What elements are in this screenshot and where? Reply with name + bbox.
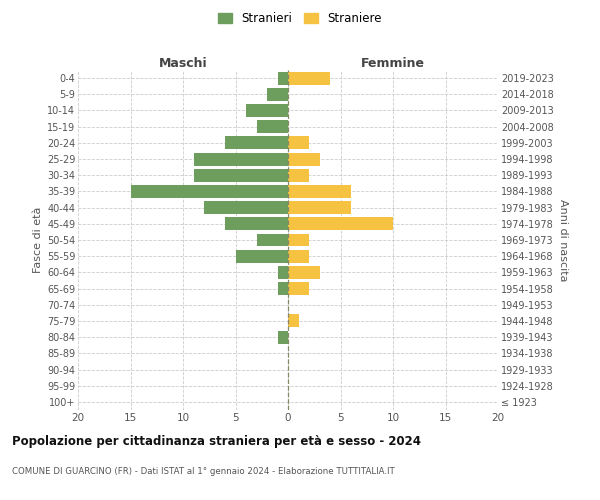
- Bar: [267, 88, 288, 101]
- Bar: [288, 234, 309, 246]
- Bar: [257, 120, 288, 133]
- Legend: Stranieri, Straniere: Stranieri, Straniere: [214, 8, 386, 28]
- Bar: [288, 152, 320, 166]
- Bar: [277, 266, 288, 279]
- Bar: [193, 152, 288, 166]
- Bar: [288, 201, 351, 214]
- Bar: [246, 104, 288, 117]
- Bar: [288, 185, 351, 198]
- Bar: [130, 185, 288, 198]
- Y-axis label: Fasce di età: Fasce di età: [32, 207, 43, 273]
- Bar: [288, 282, 309, 295]
- Text: COMUNE DI GUARCINO (FR) - Dati ISTAT al 1° gennaio 2024 - Elaborazione TUTTITALI: COMUNE DI GUARCINO (FR) - Dati ISTAT al …: [12, 468, 395, 476]
- Y-axis label: Anni di nascita: Anni di nascita: [558, 198, 568, 281]
- Text: Femmine: Femmine: [361, 57, 425, 70]
- Bar: [225, 218, 288, 230]
- Bar: [193, 169, 288, 181]
- Bar: [288, 266, 320, 279]
- Bar: [225, 136, 288, 149]
- Text: Maschi: Maschi: [158, 57, 208, 70]
- Text: Popolazione per cittadinanza straniera per età e sesso - 2024: Popolazione per cittadinanza straniera p…: [12, 435, 421, 448]
- Bar: [277, 330, 288, 344]
- Bar: [288, 314, 299, 328]
- Bar: [288, 218, 393, 230]
- Bar: [277, 282, 288, 295]
- Bar: [257, 234, 288, 246]
- Bar: [204, 201, 288, 214]
- Bar: [288, 169, 309, 181]
- Bar: [288, 72, 330, 85]
- Bar: [288, 250, 309, 262]
- Bar: [277, 72, 288, 85]
- Bar: [288, 136, 309, 149]
- Bar: [235, 250, 288, 262]
